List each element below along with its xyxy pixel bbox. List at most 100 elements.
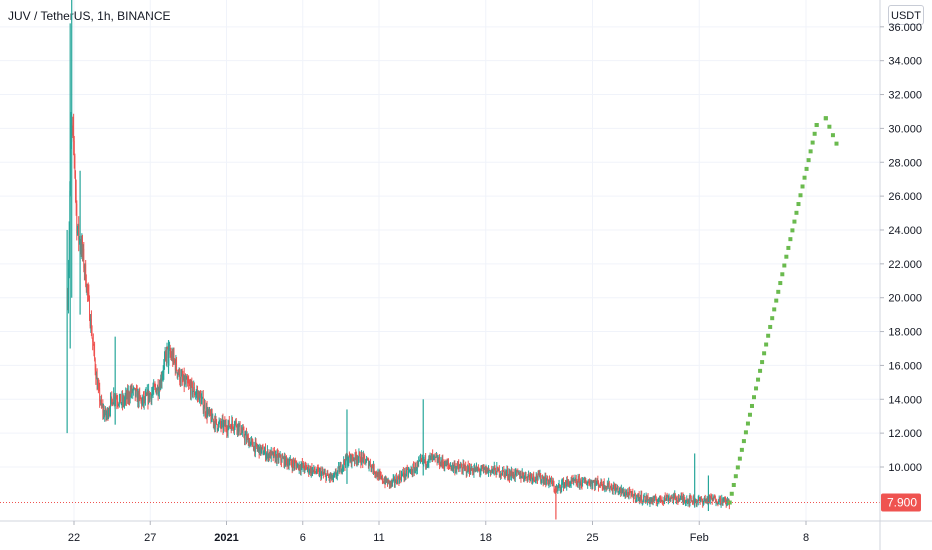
- candle-body: [423, 459, 425, 461]
- candle-body: [111, 399, 113, 406]
- candle-body: [333, 474, 335, 476]
- candle-body: [314, 471, 316, 473]
- candle-body: [225, 423, 227, 429]
- candle-body: [682, 496, 684, 501]
- candle-body: [153, 384, 155, 391]
- candle-body: [395, 477, 397, 483]
- candle-body: [251, 440, 253, 442]
- candle-body: [706, 498, 708, 502]
- candle-body: [458, 464, 460, 468]
- candle-body: [576, 483, 578, 485]
- candle-body: [145, 394, 146, 401]
- price-axis[interactable]: 10.000 12.000 14.000 16.000 18.000 20.000 22.0…: [879, 0, 922, 550]
- candle-body: [554, 489, 556, 491]
- candle-body: [417, 462, 419, 464]
- candle-body: [160, 378, 162, 383]
- candle-body: [679, 499, 681, 502]
- candle-body: [244, 436, 245, 441]
- candle-body: [424, 456, 426, 461]
- candle-body: [667, 496, 669, 501]
- candle-body: [565, 483, 566, 485]
- candle-body: [599, 485, 601, 487]
- time-axis[interactable]: 22 27 2021 6 11 18 25 Feb 8: [0, 520, 932, 544]
- candle-body: [539, 473, 541, 478]
- candle-body: [270, 451, 271, 459]
- candle-body: [339, 466, 341, 473]
- candle-body: [278, 456, 280, 460]
- candle-body: [78, 224, 80, 240]
- candle-body: [405, 474, 407, 477]
- candle-body: [240, 431, 242, 434]
- candle-body: [407, 469, 409, 475]
- candle-body: [250, 440, 252, 443]
- candle-body: [648, 499, 650, 501]
- candle-body: [434, 455, 436, 458]
- projection-dot: [739, 447, 744, 452]
- candle-body: [632, 492, 634, 497]
- candle-body: [74, 155, 76, 175]
- candle-body: [276, 453, 278, 462]
- candle-body: [102, 406, 104, 413]
- candle-body: [373, 464, 375, 473]
- candle-body: [269, 451, 271, 458]
- candle-body: [404, 470, 406, 477]
- candle-body: [263, 454, 265, 456]
- candle-body: [152, 392, 153, 394]
- candle-body: [542, 478, 544, 483]
- candle-body: [579, 478, 580, 486]
- candle-body: [312, 469, 313, 474]
- candle-body: [457, 463, 458, 468]
- candle-body: [192, 383, 193, 394]
- candle-body: [232, 424, 234, 429]
- candle-body: [107, 409, 109, 418]
- candle-body: [175, 360, 177, 371]
- candle-body: [624, 492, 626, 496]
- projection-dot: [802, 175, 807, 180]
- candle-body: [373, 464, 374, 472]
- candle-body: [234, 422, 236, 428]
- projection-dot: [772, 307, 777, 312]
- candle-body: [450, 466, 452, 470]
- candle-body: [721, 498, 723, 505]
- candle-body: [130, 391, 132, 394]
- projection-dots: [727, 116, 839, 505]
- candle-body: [567, 480, 569, 483]
- candle-body: [146, 391, 148, 396]
- candle-body: [620, 488, 622, 493]
- candle-body: [627, 492, 629, 494]
- candle-body: [439, 465, 441, 467]
- candle-body: [129, 398, 130, 400]
- candle-body: [510, 472, 512, 476]
- candle-body: [133, 387, 135, 389]
- candle-body: [491, 470, 493, 472]
- candle-body: [385, 477, 387, 482]
- candle-body: [361, 455, 363, 458]
- candle-body: [366, 459, 368, 461]
- candle-body: [368, 464, 370, 468]
- candle-body: [673, 495, 675, 498]
- candle-body: [497, 467, 499, 471]
- candle-body: [596, 480, 598, 483]
- candle-body: [258, 446, 260, 455]
- projection-dot: [784, 254, 789, 259]
- candle-body: [387, 480, 388, 485]
- projection-dot: [754, 386, 759, 391]
- candle-body: [143, 397, 144, 403]
- candle-body: [707, 498, 709, 504]
- y-tick-label: 16.000: [888, 360, 922, 372]
- candle-body: [259, 444, 261, 455]
- candle-body: [476, 466, 477, 468]
- candle-body: [338, 466, 339, 468]
- candle-body: [115, 398, 117, 400]
- candle-body: [592, 481, 594, 483]
- candle-body: [653, 497, 655, 502]
- candle-body: [319, 470, 321, 472]
- candle-body: [714, 496, 716, 498]
- candle-body: [110, 398, 111, 412]
- candle-body: [195, 394, 197, 396]
- currency-button[interactable]: USDT: [888, 5, 924, 25]
- candle-body: [170, 354, 172, 356]
- candle-body: [365, 462, 367, 464]
- candle-body: [440, 461, 442, 466]
